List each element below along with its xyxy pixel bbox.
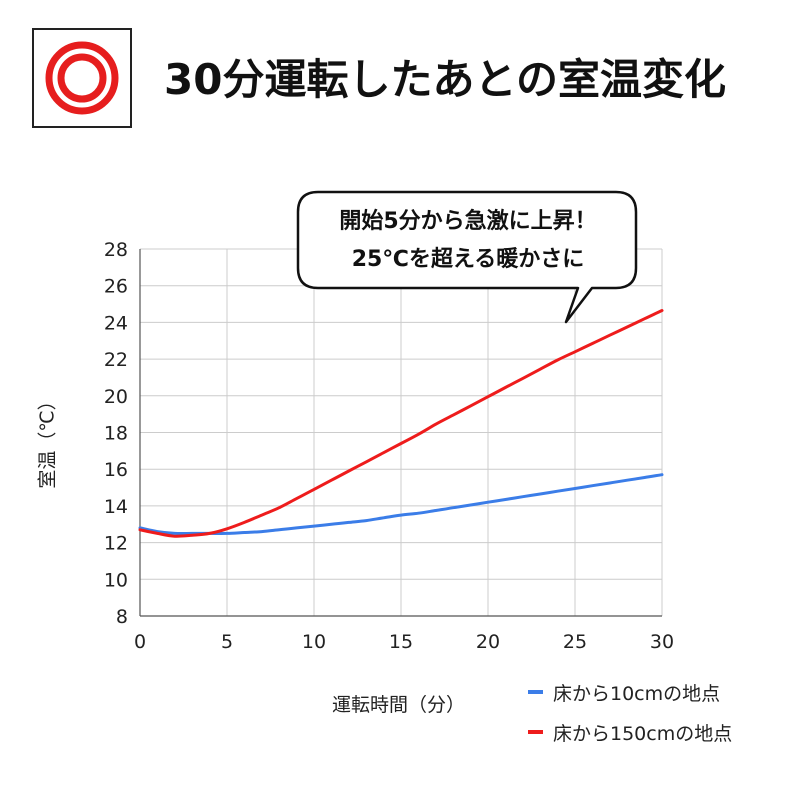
legend-item-150cm: 床から150cmの地点 — [528, 720, 733, 745]
legend-item-10cm: 床から10cmの地点 — [528, 680, 721, 705]
chart-series — [138, 309, 664, 538]
y-tick-label: 12 — [104, 533, 128, 555]
y-tick-label: 24 — [104, 312, 128, 334]
x-tick-label: 10 — [302, 631, 326, 653]
chart-ticks: 8 10 12 14 16 18 20 22 24 26 28 0 5 10 15 20 25 30 — [104, 239, 674, 653]
series-line-0 — [138, 473, 664, 536]
y-tick-label: 14 — [104, 496, 128, 518]
x-axis-label: 運転時間（分） — [332, 694, 466, 716]
y-tick-label: 20 — [104, 386, 128, 408]
callout-line-1: 開始5分から急激に上昇！ — [339, 209, 597, 234]
x-tick-label: 15 — [389, 631, 413, 653]
y-tick-label: 18 — [104, 423, 128, 445]
y-tick-label: 22 — [104, 349, 128, 371]
x-tick-label: 20 — [476, 631, 500, 653]
legend-swatch-blue — [528, 690, 543, 694]
speech-bubble-shape — [296, 190, 638, 324]
page-title: 30分運転したあとの室温変化 — [164, 55, 727, 104]
x-tick-label: 0 — [134, 631, 146, 653]
x-tick-label: 5 — [221, 631, 233, 653]
y-tick-label: 26 — [104, 276, 128, 298]
speech-bubble — [296, 190, 638, 324]
x-tick-label: 30 — [650, 631, 674, 653]
chart-grid — [139, 248, 663, 617]
double-circle-icon — [45, 41, 119, 115]
y-tick-label: 8 — [116, 606, 128, 628]
legend-swatch-red — [528, 730, 543, 734]
series-line-1 — [138, 309, 664, 538]
x-tick-label: 25 — [563, 631, 587, 653]
logo-box — [32, 28, 132, 128]
legend-label-150cm: 床から150cmの地点 — [553, 722, 733, 745]
legend-label-10cm: 床から10cmの地点 — [553, 682, 721, 705]
y-tick-label: 16 — [104, 459, 128, 481]
y-tick-label: 28 — [104, 239, 128, 261]
callout-line-2: 25℃を超える暖かさに — [351, 247, 585, 272]
y-axis-label: 室温（℃） — [36, 391, 59, 489]
y-tick-label: 10 — [104, 569, 128, 591]
